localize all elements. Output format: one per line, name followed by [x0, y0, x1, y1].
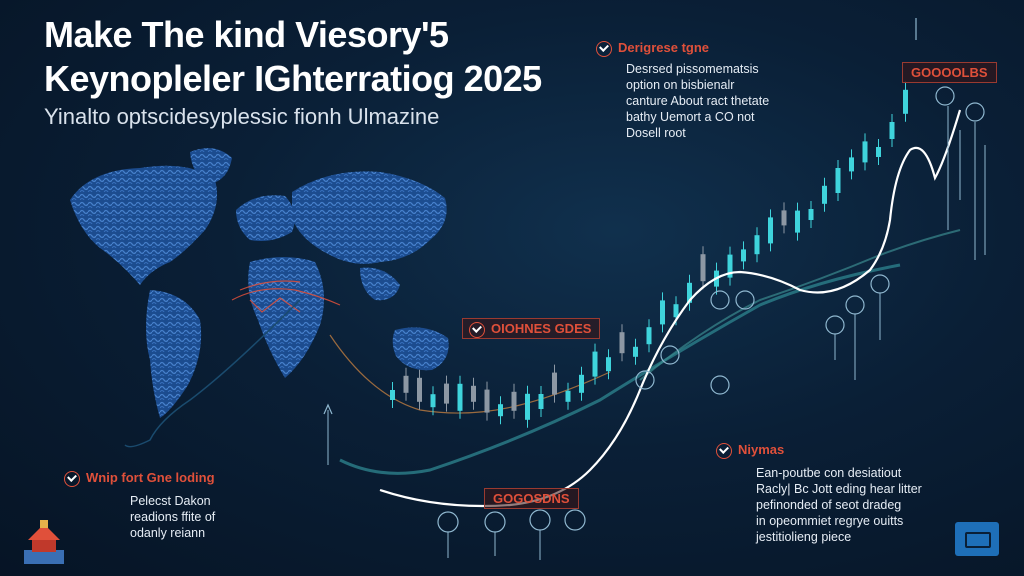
candle-body — [390, 390, 395, 400]
candle-body — [808, 209, 814, 220]
candle-body — [403, 375, 409, 393]
callout-top-line: option on bisbienalr — [626, 77, 735, 92]
candlestick-series — [390, 81, 908, 428]
arrow-markers — [323, 18, 917, 415]
chart-tag-top-right: GOOOOLBS — [902, 62, 997, 83]
page-title-line-1: Make The kind Viesory'5 — [44, 14, 449, 55]
candle-body — [700, 254, 706, 282]
chart-tag-bottom: GOGOSDNS — [484, 488, 579, 509]
candle-body — [862, 141, 868, 163]
candle-body — [633, 346, 638, 357]
callout-br-line: in opeommiet regrye ouitts — [756, 513, 904, 528]
check-badge-icon — [716, 442, 732, 459]
candle-body — [768, 217, 773, 244]
callout-br-line: Racly| Bc Jott eding hear litter — [756, 481, 922, 496]
candle-body — [565, 390, 571, 402]
candle-body — [673, 304, 679, 318]
callout-top: Derigrese tgne Desrsed pissomematsis opt… — [596, 40, 769, 141]
candle-body — [646, 327, 652, 345]
candle-body — [660, 300, 665, 325]
callout-top-line: bathy Uemort a CO not — [626, 109, 755, 124]
candle-body — [835, 168, 841, 193]
callout-top-title-text: Derigrese tgne — [618, 40, 710, 55]
world-map — [70, 148, 449, 418]
candle-body — [511, 391, 517, 411]
candle-body — [822, 185, 827, 204]
candle-body — [417, 377, 422, 402]
callout-top-line: Desrsed pissomematsis — [626, 61, 759, 76]
map-trade-routes — [231, 280, 341, 313]
callout-bl-line: Pelecst Dakon — [130, 493, 211, 508]
map-africa — [248, 257, 324, 378]
candle-body — [538, 394, 544, 409]
candle-body — [741, 249, 746, 262]
candle-body — [471, 385, 476, 402]
candle-body — [592, 351, 598, 377]
map-asia — [292, 171, 447, 264]
candle-body — [579, 374, 584, 393]
candle-body — [849, 157, 854, 172]
callout-bottom-left: Wnip fort Gne loding Pelecst Dakon readi… — [64, 470, 215, 541]
callout-br-line: Ean-poutbe con desiatiout — [756, 465, 902, 480]
check-badge-icon — [64, 470, 80, 487]
callout-bl-line: readions ffite of — [130, 509, 216, 524]
candle-body — [754, 235, 760, 255]
candle-body — [619, 332, 625, 354]
callout-bottom-left-title: Wnip fort Gne loding — [64, 470, 215, 487]
candle-body — [606, 357, 611, 372]
candle-body — [889, 122, 895, 139]
candle-body — [484, 389, 490, 413]
callout-top-body: Desrsed pissomematsis option on bisbiena… — [626, 61, 769, 141]
map-europe — [236, 195, 295, 241]
candle-body — [903, 89, 908, 114]
callout-bottom-right-title: Niymas — [716, 442, 922, 459]
map-north-america — [70, 165, 218, 285]
candle-body — [498, 404, 503, 417]
candle-body — [525, 393, 530, 420]
callout-bottom-left-title-text: Wnip fort Gne loding — [86, 470, 215, 485]
candle-body — [795, 210, 800, 233]
callout-top-title: Derigrese tgne — [596, 40, 769, 57]
candle-body — [781, 210, 787, 226]
candle-body — [457, 383, 463, 411]
candle-body — [430, 394, 436, 408]
callout-bottom-right: Niymas Ean-poutbe con desiatiout Racly| … — [716, 442, 922, 545]
chart-tag-middle-text: OIOHNES GDES — [491, 321, 592, 336]
chart-tag-middle: OIOHNES GDES — [462, 318, 601, 339]
candle-body — [444, 383, 449, 404]
callout-bl-line: odanly reiann — [130, 525, 206, 540]
candle-body — [876, 147, 881, 157]
map-south-america — [146, 290, 202, 418]
map-greenland — [190, 148, 232, 184]
candle-body — [552, 372, 557, 395]
callout-top-line: Dosell root — [626, 125, 686, 140]
callout-bottom-right-body: Ean-poutbe con desiatiout Racly| Bc Jott… — [756, 465, 922, 545]
check-badge-icon — [596, 40, 612, 57]
map-australia — [392, 327, 449, 371]
callout-bottom-right-title-text: Niymas — [738, 442, 785, 457]
callout-top-line: canture About ract thetate — [626, 93, 770, 108]
temple-logo-icon — [24, 520, 64, 564]
callout-br-line: jestitiolieng piece — [756, 529, 852, 544]
check-badge-icon — [469, 322, 485, 338]
chat-bubble-icon — [955, 522, 999, 556]
callout-br-line: pefinonded of seot dradeg — [756, 497, 902, 512]
candle-body — [727, 254, 733, 278]
candle-body — [687, 282, 692, 303]
map-southeast-asia — [360, 267, 400, 301]
page-title-line-2: Keynopleler IGhterratiog 2025 — [44, 58, 542, 99]
page-subtitle: Yinalto optscidesyplessic fionh Ulmazine — [44, 104, 440, 129]
callout-bottom-left-body: Pelecst Dakon readions ffite of odanly r… — [130, 493, 215, 541]
drop-lines — [327, 106, 986, 560]
